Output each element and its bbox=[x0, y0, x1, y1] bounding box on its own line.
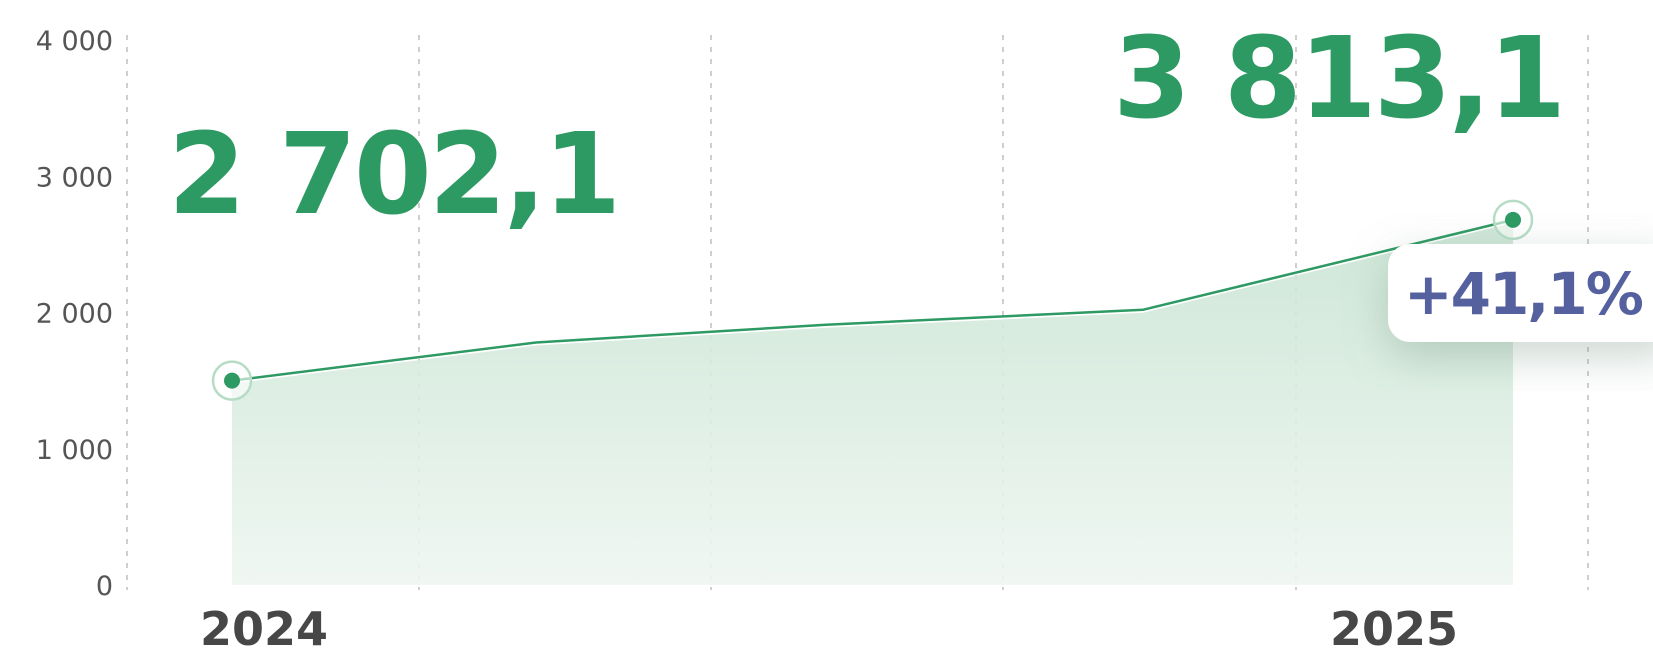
y-tick-label: 3 000 bbox=[36, 162, 113, 193]
data-points bbox=[211, 199, 1534, 401]
y-tick-label: 0 bbox=[96, 571, 113, 602]
x-label-2025: 2025 bbox=[1330, 602, 1458, 652]
y-tick-label: 2 000 bbox=[36, 299, 113, 330]
line-layer bbox=[231, 218, 1514, 382]
series-area bbox=[232, 222, 1513, 585]
x-label-2024: 2024 bbox=[200, 602, 328, 652]
y-tick-label: 1 000 bbox=[36, 435, 113, 466]
start-value-label: 2 702,1 bbox=[168, 110, 618, 240]
data-point bbox=[1505, 211, 1521, 228]
growth-label: +41,1% bbox=[1404, 260, 1643, 328]
data-point bbox=[224, 372, 240, 389]
y-tick-label: 4 000 bbox=[36, 26, 113, 57]
y-axis: 0 1 000 2 000 3 000 4 000 bbox=[36, 26, 113, 602]
area-layer bbox=[232, 222, 1513, 585]
end-value-label: 3 813,1 bbox=[1113, 14, 1563, 144]
series-line bbox=[231, 218, 1514, 382]
growth-badge: +41,1% bbox=[1388, 244, 1653, 342]
growth-badge-bg bbox=[1388, 244, 1653, 342]
